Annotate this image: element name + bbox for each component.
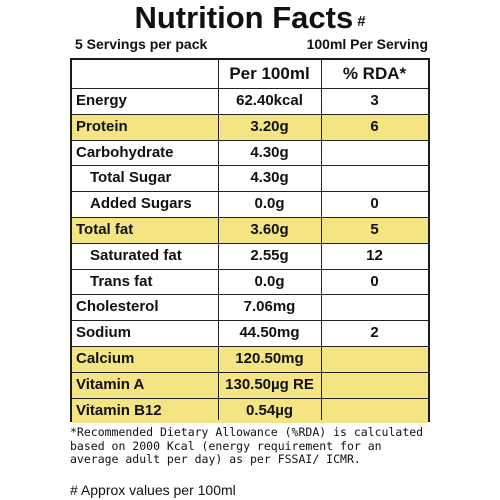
nutrient-rda: 0 — [370, 272, 379, 290]
table-row: Sodium 44.50mg 2 — [72, 320, 428, 346]
table-row: Protein 3.20g 6 — [72, 113, 428, 140]
nutrient-name: Sodium — [76, 324, 131, 342]
title-text: Nutrition Facts — [134, 0, 354, 35]
nutrient-name: Calcium — [76, 350, 135, 367]
title-mark: # — [357, 13, 366, 30]
nutrient-name: Energy — [76, 92, 127, 109]
column-divider — [321, 60, 322, 420]
nutrient-value: 7.06mg — [243, 298, 296, 316]
table-header: Per 100ml % RDA* — [72, 60, 428, 88]
table-row: Energy 62.40kcal 3 — [72, 88, 428, 114]
footnote: *Recommended Dietary Allowance (%RDA) is… — [70, 425, 424, 466]
table-row: Calcium 120.50mg — [72, 346, 428, 372]
nutrient-value: 0.54µg — [246, 401, 293, 419]
table-row: Trans fat 0.0g 0 — [72, 268, 428, 295]
header-rda: % RDA* — [342, 64, 407, 83]
column-divider — [218, 60, 219, 420]
nutrient-value: 3.60g — [250, 221, 289, 238]
nutrient-value: 62.40kcal — [236, 92, 303, 109]
nutrient-rda: 5 — [370, 221, 379, 238]
nutrient-rda: 6 — [370, 117, 379, 135]
table-row: Added Sugars 0.0g 0 — [72, 191, 428, 217]
nutrient-value: 3.20g — [250, 117, 289, 135]
nutrient-name: Cholesterol — [76, 298, 159, 316]
nutrient-rda: 3 — [370, 92, 379, 109]
nutrient-rda: 2 — [370, 324, 379, 342]
nutrient-value: 0.0g — [254, 272, 285, 290]
nutrient-name: Trans fat — [90, 272, 153, 290]
table-row: Vitamin A 130.50µg RE — [72, 371, 428, 398]
nutrient-name: Added Sugars — [90, 195, 192, 213]
nutrient-name: Saturated fat — [90, 246, 182, 264]
nutrient-value: 4.30g — [250, 143, 289, 161]
nutrient-value: 130.50µg RE — [225, 375, 314, 393]
nutrient-name: Total fat — [76, 221, 134, 238]
header-per100: Per 100ml — [229, 64, 310, 83]
nutrient-value: 44.50mg — [239, 324, 300, 342]
nutrient-name: Total Sugar — [90, 169, 172, 187]
servings-per-pack: 5 Servings per pack — [75, 36, 208, 52]
table-row: Carbohydrate 4.30g — [72, 139, 428, 166]
serving-size: 100ml Per Serving — [306, 36, 428, 52]
nutrient-value: 0.0g — [254, 195, 285, 213]
approx-note: # Approx values per 100ml — [70, 482, 236, 498]
nutrient-rda: 0 — [370, 195, 379, 213]
nutrient-name: Vitamin B12 — [76, 401, 162, 419]
nutrition-table: Per 100ml % RDA* Energy 62.40kcal 3 Protein… — [70, 58, 430, 424]
nutrient-value: 4.30g — [250, 169, 289, 187]
table-row: Cholesterol 7.06mg — [72, 294, 428, 320]
nutrient-name: Vitamin A — [76, 375, 145, 393]
nutrient-name: Carbohydrate — [76, 143, 174, 161]
nutrition-title: Nutrition Facts # — [0, 0, 500, 36]
nutrient-name: Protein — [76, 117, 128, 135]
nutrient-value: 2.55g — [250, 246, 289, 264]
table-row: Vitamin B12 0.54µg — [72, 397, 428, 424]
table-row: Total fat 3.60g 5 — [72, 217, 428, 243]
table-row: Saturated fat 2.55g 12 — [72, 242, 428, 269]
nutrient-rda: 12 — [366, 246, 383, 264]
table-row: Total Sugar 4.30g — [72, 165, 428, 191]
nutrient-value: 120.50mg — [235, 350, 304, 367]
